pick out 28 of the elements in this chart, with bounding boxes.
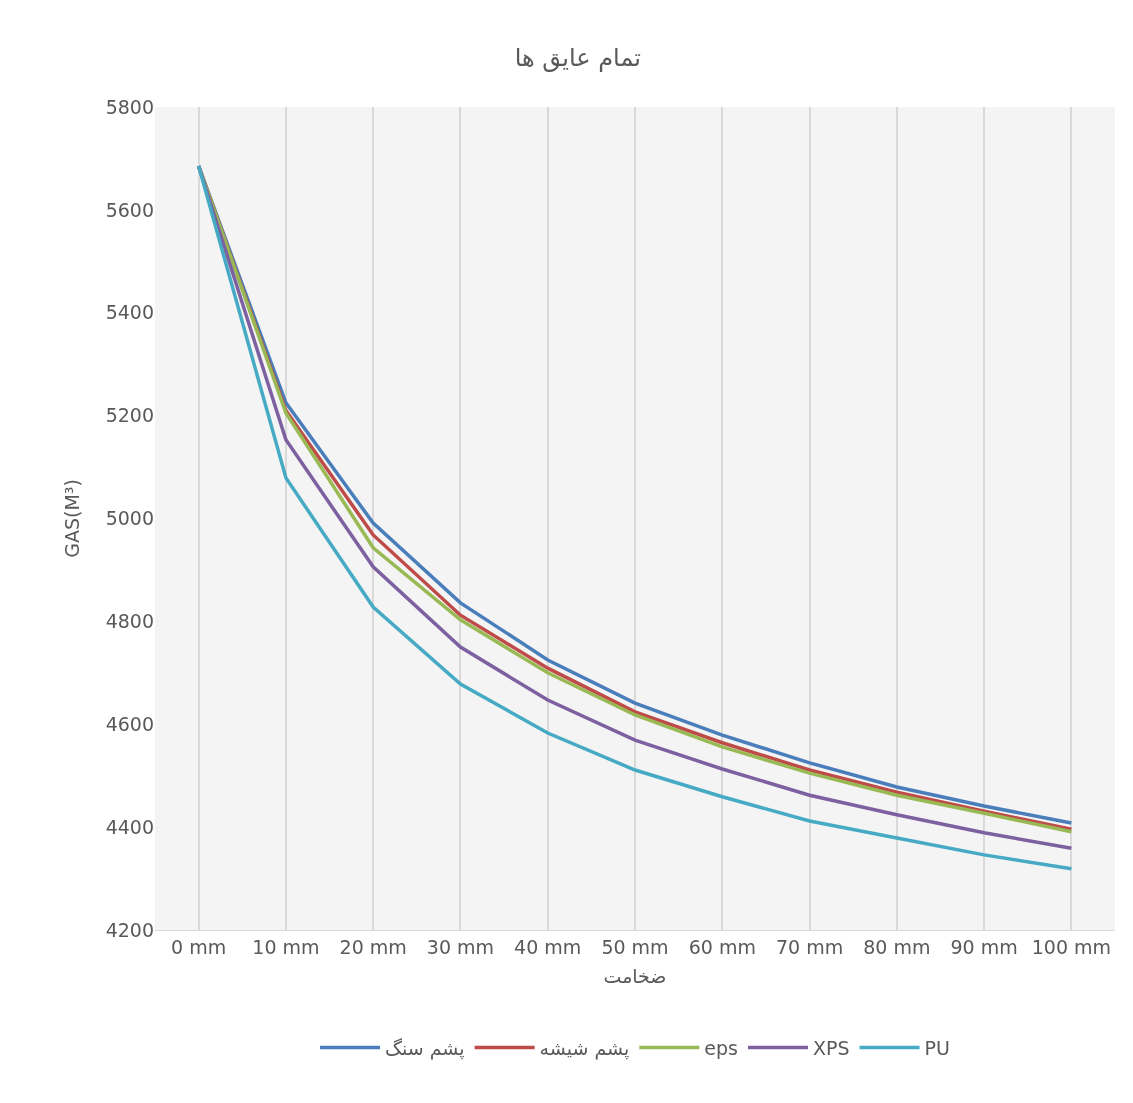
x-tick-label: 100 mm <box>1031 935 1112 958</box>
legend-label: پشم سنگ <box>385 1037 465 1061</box>
y-tick-label: 4800 <box>105 610 154 633</box>
y-tick-label: 5600 <box>105 198 154 221</box>
y-tick-label: 4400 <box>105 815 154 838</box>
x-tick-label: 70 mm <box>775 935 844 958</box>
y-tick-label: 4600 <box>105 712 154 735</box>
y-tick-label: 5400 <box>105 301 154 324</box>
x-tick-label: 0 mm <box>171 935 227 958</box>
x-tick-label: 40 mm <box>514 935 582 958</box>
x-tick-label: 10 mm <box>252 935 320 958</box>
x-axis-title: ضخامت <box>603 964 667 987</box>
y-tick-label: 5000 <box>105 507 154 530</box>
legend-label: پشم شیشه <box>539 1037 630 1061</box>
x-tick-label: 50 mm <box>601 935 669 958</box>
y-tick-label: 5800 <box>105 95 154 118</box>
y-axis-title: GAS(M³) <box>61 479 84 558</box>
legend-label: XPS <box>812 1037 850 1060</box>
y-tick-label: 4200 <box>105 918 154 941</box>
x-tick-label: 20 mm <box>339 935 407 958</box>
y-tick-label: 5200 <box>105 404 154 427</box>
x-tick-label: 30 mm <box>426 935 495 958</box>
x-tick-label: 80 mm <box>863 935 931 958</box>
legend-label: eps <box>704 1037 738 1060</box>
chart-title: تمام عایق ها <box>514 44 641 73</box>
legend-label: PU <box>924 1037 950 1060</box>
x-tick-label: 60 mm <box>688 935 756 958</box>
x-tick-label: 90 mm <box>950 935 1018 958</box>
